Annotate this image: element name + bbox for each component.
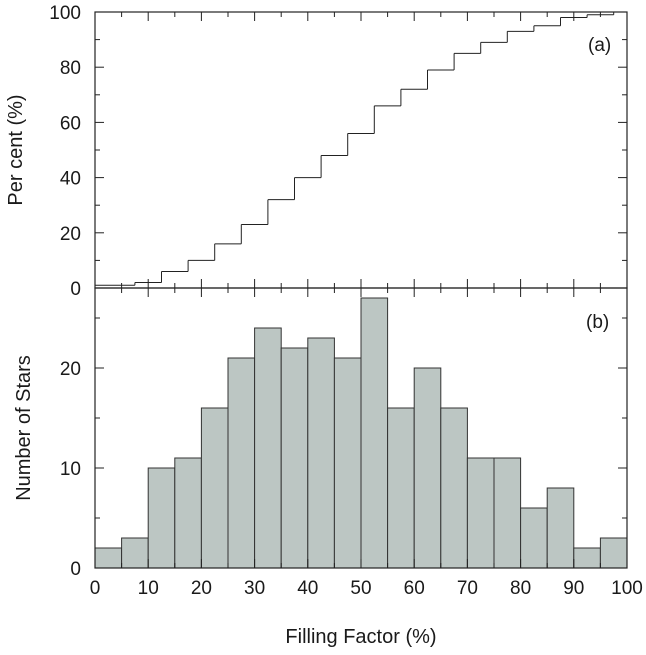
histogram-bar [413,367,442,569]
histogram-bar [174,457,202,569]
x-axis-title: Filling Factor (%) [285,626,436,648]
histogram-bar [147,467,176,569]
histogram-bar [360,297,389,569]
histogram-y-axis-title: Number of Stars [13,355,35,501]
x-tick-label: 30 [244,578,265,599]
histogram-bar [333,357,362,569]
histogram-bar [440,407,468,569]
cumulative-panel-frame [94,11,628,289]
x-tick-labels: 0 10 20 30 40 50 60 70 80 90 100 [90,578,643,599]
panel-label-a: (a) [588,35,611,56]
histogram-bar [599,537,628,569]
histogram-bar [94,547,123,569]
histogram-y-tick-labels: 0 10 20 [60,359,81,580]
x-tick-label: 10 [138,578,159,599]
cumulative-panel: 0 20 40 60 80 100 (a) Per cent (%) [5,3,628,300]
x-tick-label: 60 [404,578,425,599]
y-tick-label-a: 20 [60,224,81,245]
histogram-panel: 0 10 20 (b) Number of Stars [13,287,628,580]
histogram-bars [94,297,628,569]
x-tick-label: 80 [510,578,531,599]
histogram-bar [227,357,256,569]
cumulative-y-axis-title: Per cent (%) [5,94,27,205]
x-tick-label: 20 [191,578,212,599]
y-tick-label-b: 0 [70,559,81,580]
y-tick-label-a: 0 [70,279,81,300]
x-tick-label: 100 [611,578,643,599]
histogram-bar [573,547,601,569]
y-tick-label-b: 10 [60,459,81,480]
y-tick-label-a: 100 [49,3,81,24]
x-tick-label: 90 [563,578,584,599]
histogram-bar [493,457,522,569]
y-tick-label-a: 40 [60,169,81,190]
y-tick-label-b: 20 [60,359,81,380]
histogram-x-ticks [94,288,628,568]
x-tick-label: 50 [350,578,371,599]
histogram-bar [546,487,575,569]
y-tick-label-a: 80 [60,58,81,79]
histogram-bar [307,337,335,569]
histogram-bar [121,537,149,569]
histogram-bar [520,507,548,569]
x-tick-label: 40 [297,578,318,599]
cumulative-step-series [95,11,627,286]
cumulative-y-tick-labels: 0 20 40 60 80 100 [49,3,81,300]
histogram-bar [200,407,229,569]
cumulative-y-ticks [95,11,627,289]
histogram-bar [254,327,282,569]
x-tick-label: 0 [90,578,101,599]
histogram-bar [466,457,495,569]
histogram-bar [387,407,415,569]
x-tick-label: 70 [457,578,478,599]
histogram-bar [280,347,309,569]
panel-label-b: (b) [586,312,609,333]
y-tick-label-a: 60 [60,113,81,134]
cumulative-x-ticks [94,12,628,288]
histogram-y-ticks [95,317,627,569]
